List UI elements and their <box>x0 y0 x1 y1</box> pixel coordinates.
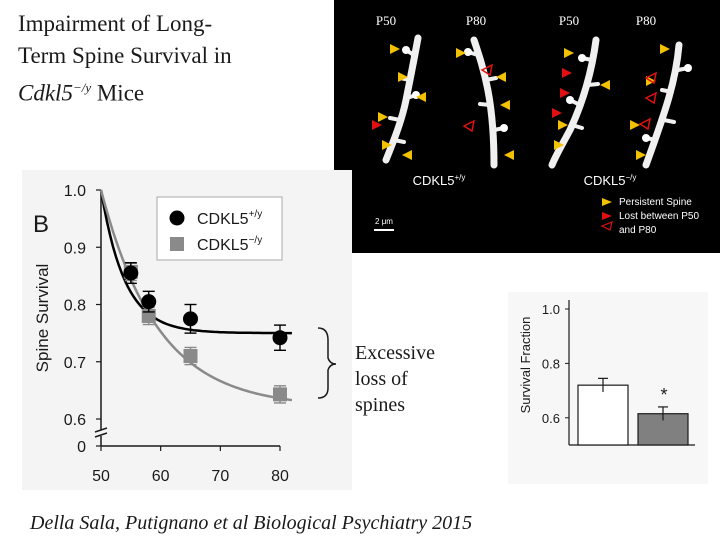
dendrite-3 <box>548 36 600 169</box>
x-tick-label: 50 <box>92 468 110 485</box>
legend-lost-arrow <box>602 212 612 220</box>
title-line-1: Impairment of Long- <box>18 11 213 36</box>
col-label-4: P80 <box>636 13 656 28</box>
annotation-text: Excessive loss of spines <box>355 340 435 418</box>
title-gene: Cdkl5 <box>18 80 73 106</box>
title-line-3: Cdkl5−/y Mice <box>18 72 328 110</box>
micrograph-legend: Persistent Spine Lost between P50 and P8… <box>600 197 699 236</box>
legend-marker-ko <box>170 237 184 251</box>
lost-spine-outline-arrows <box>462 63 658 133</box>
legend-wt-sup: +/y <box>249 209 263 220</box>
group-label-left: CDKL5+/y <box>413 173 466 188</box>
legend-wt-name: CDKL5 <box>197 211 249 228</box>
y-tick-label: 1.0 <box>64 183 86 200</box>
legend-lost-label-1: Lost between P50 <box>619 211 699 222</box>
lost-spine-arrows <box>372 68 572 130</box>
annotation-line-3: spines <box>355 394 405 416</box>
x-tick-label: 60 <box>152 468 170 485</box>
citation: Della Sala, Putignano et al Biological P… <box>30 512 473 534</box>
col-label-1: P50 <box>376 13 396 28</box>
data-point-ko <box>273 387 287 402</box>
title-suffix: Mice <box>91 80 145 106</box>
dendrite-4 <box>642 41 692 169</box>
y-tick-label: 0.9 <box>64 240 86 257</box>
title-genotype: −/y <box>72 80 92 95</box>
inset-y-tick-label: 1.0 <box>542 302 560 317</box>
panel-label: B <box>33 211 49 238</box>
data-point-ko <box>183 349 198 364</box>
title-line-2: Term Spine Survival in <box>18 43 232 68</box>
chart-marks <box>123 262 288 404</box>
y-tick-label: 0.8 <box>64 298 86 315</box>
group-right-sup: −/y <box>626 173 637 182</box>
x-tick-label: 70 <box>211 468 229 485</box>
inset-y-label: Survival Fraction <box>518 317 533 414</box>
micrograph-svg: P50 P80 P50 P80 <box>372 13 699 236</box>
col-label-3: P50 <box>559 13 579 28</box>
bracket <box>317 327 337 399</box>
legend-label-ko: CDKL5−/y <box>197 235 262 254</box>
inset-bar <box>577 384 629 446</box>
axis-break-mark <box>94 427 108 438</box>
group-left-sup: +/y <box>455 173 466 182</box>
legend-persistent-arrow <box>602 198 612 206</box>
legend-ko-name: CDKL5 <box>197 237 249 254</box>
group-left-text: CDKL5 <box>413 173 455 188</box>
scale-bar-label: 2 μm <box>375 217 393 226</box>
y-axis-label: Spine Survival <box>33 264 52 373</box>
significance-star: * <box>660 385 667 405</box>
inset-y-tick-label: 0.6 <box>542 411 560 426</box>
group-right-text: CDKL5 <box>584 173 626 188</box>
group-label-right: CDKL5−/y <box>584 173 637 188</box>
annotation-line-1: Excessive <box>355 342 435 364</box>
col-label-2: P80 <box>466 13 486 28</box>
legend-lost-label-2: and P80 <box>619 225 657 236</box>
fit-curve-wt <box>99 189 292 335</box>
legend-marker-wt <box>169 210 185 226</box>
chart-legend: CDKL5+/y CDKL5−/y <box>156 196 283 261</box>
annotation-line-2: loss of <box>355 368 408 390</box>
y-tick-label: 0 <box>77 439 86 456</box>
inset-bar <box>637 413 689 446</box>
legend-persistent-label: Persistent Spine <box>619 197 692 208</box>
data-point-wt <box>123 265 139 281</box>
x-tick-label: 80 <box>271 468 289 485</box>
y-tick-label: 0.7 <box>64 355 86 372</box>
y-tick-label: 0.6 <box>64 412 86 429</box>
dendrite-2 <box>464 36 508 169</box>
dendrite-micrograph: P50 P80 P50 P80 <box>334 0 720 253</box>
data-point-wt <box>272 330 288 346</box>
legend-lost-outline-arrow <box>600 221 613 231</box>
persistent-spine-arrows <box>378 44 670 160</box>
chart-ticks: 0 0.6 0.7 0.8 0.9 1.0 50 60 70 80 <box>64 183 289 485</box>
survival-fraction-inset: Survival Fraction 0.6 0.8 1.0 * <box>508 292 708 484</box>
data-point-wt <box>183 311 198 327</box>
slide-title: Impairment of Long- Term Spine Survival … <box>18 8 328 110</box>
legend-ko-sup: −/y <box>249 235 263 246</box>
inset-y-tick-label: 0.8 <box>542 356 560 371</box>
inset-bars <box>577 377 689 446</box>
data-point-wt <box>141 294 157 310</box>
dendrite-1 <box>382 34 422 164</box>
legend-label-wt: CDKL5+/y <box>197 209 262 228</box>
chart-axes <box>94 190 280 447</box>
